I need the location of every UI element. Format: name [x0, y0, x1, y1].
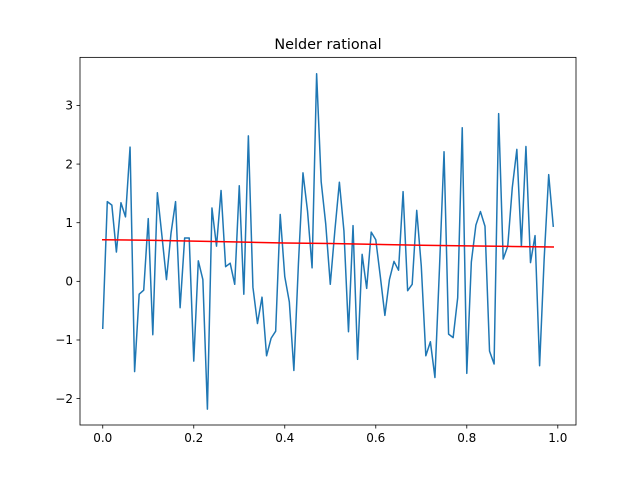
plot-area	[80, 57, 576, 425]
x-tick-label: 0.8	[457, 431, 476, 445]
x-tick-label: 0.6	[366, 431, 385, 445]
y-tick-label: 1	[65, 216, 73, 230]
x-tick-label: 0.4	[275, 431, 294, 445]
x-tick-label: 1.0	[548, 431, 567, 445]
y-tick-label: −2	[55, 392, 73, 406]
y-tick-label: 3	[65, 99, 73, 113]
x-tick-label: 0.0	[93, 431, 112, 445]
y-tick-label: 0	[65, 275, 73, 289]
y-tick-label: −1	[55, 333, 73, 347]
y-tick-label: 2	[65, 157, 73, 171]
x-tick-label: 0.2	[184, 431, 203, 445]
chart-title: Nelder rational	[274, 37, 381, 53]
